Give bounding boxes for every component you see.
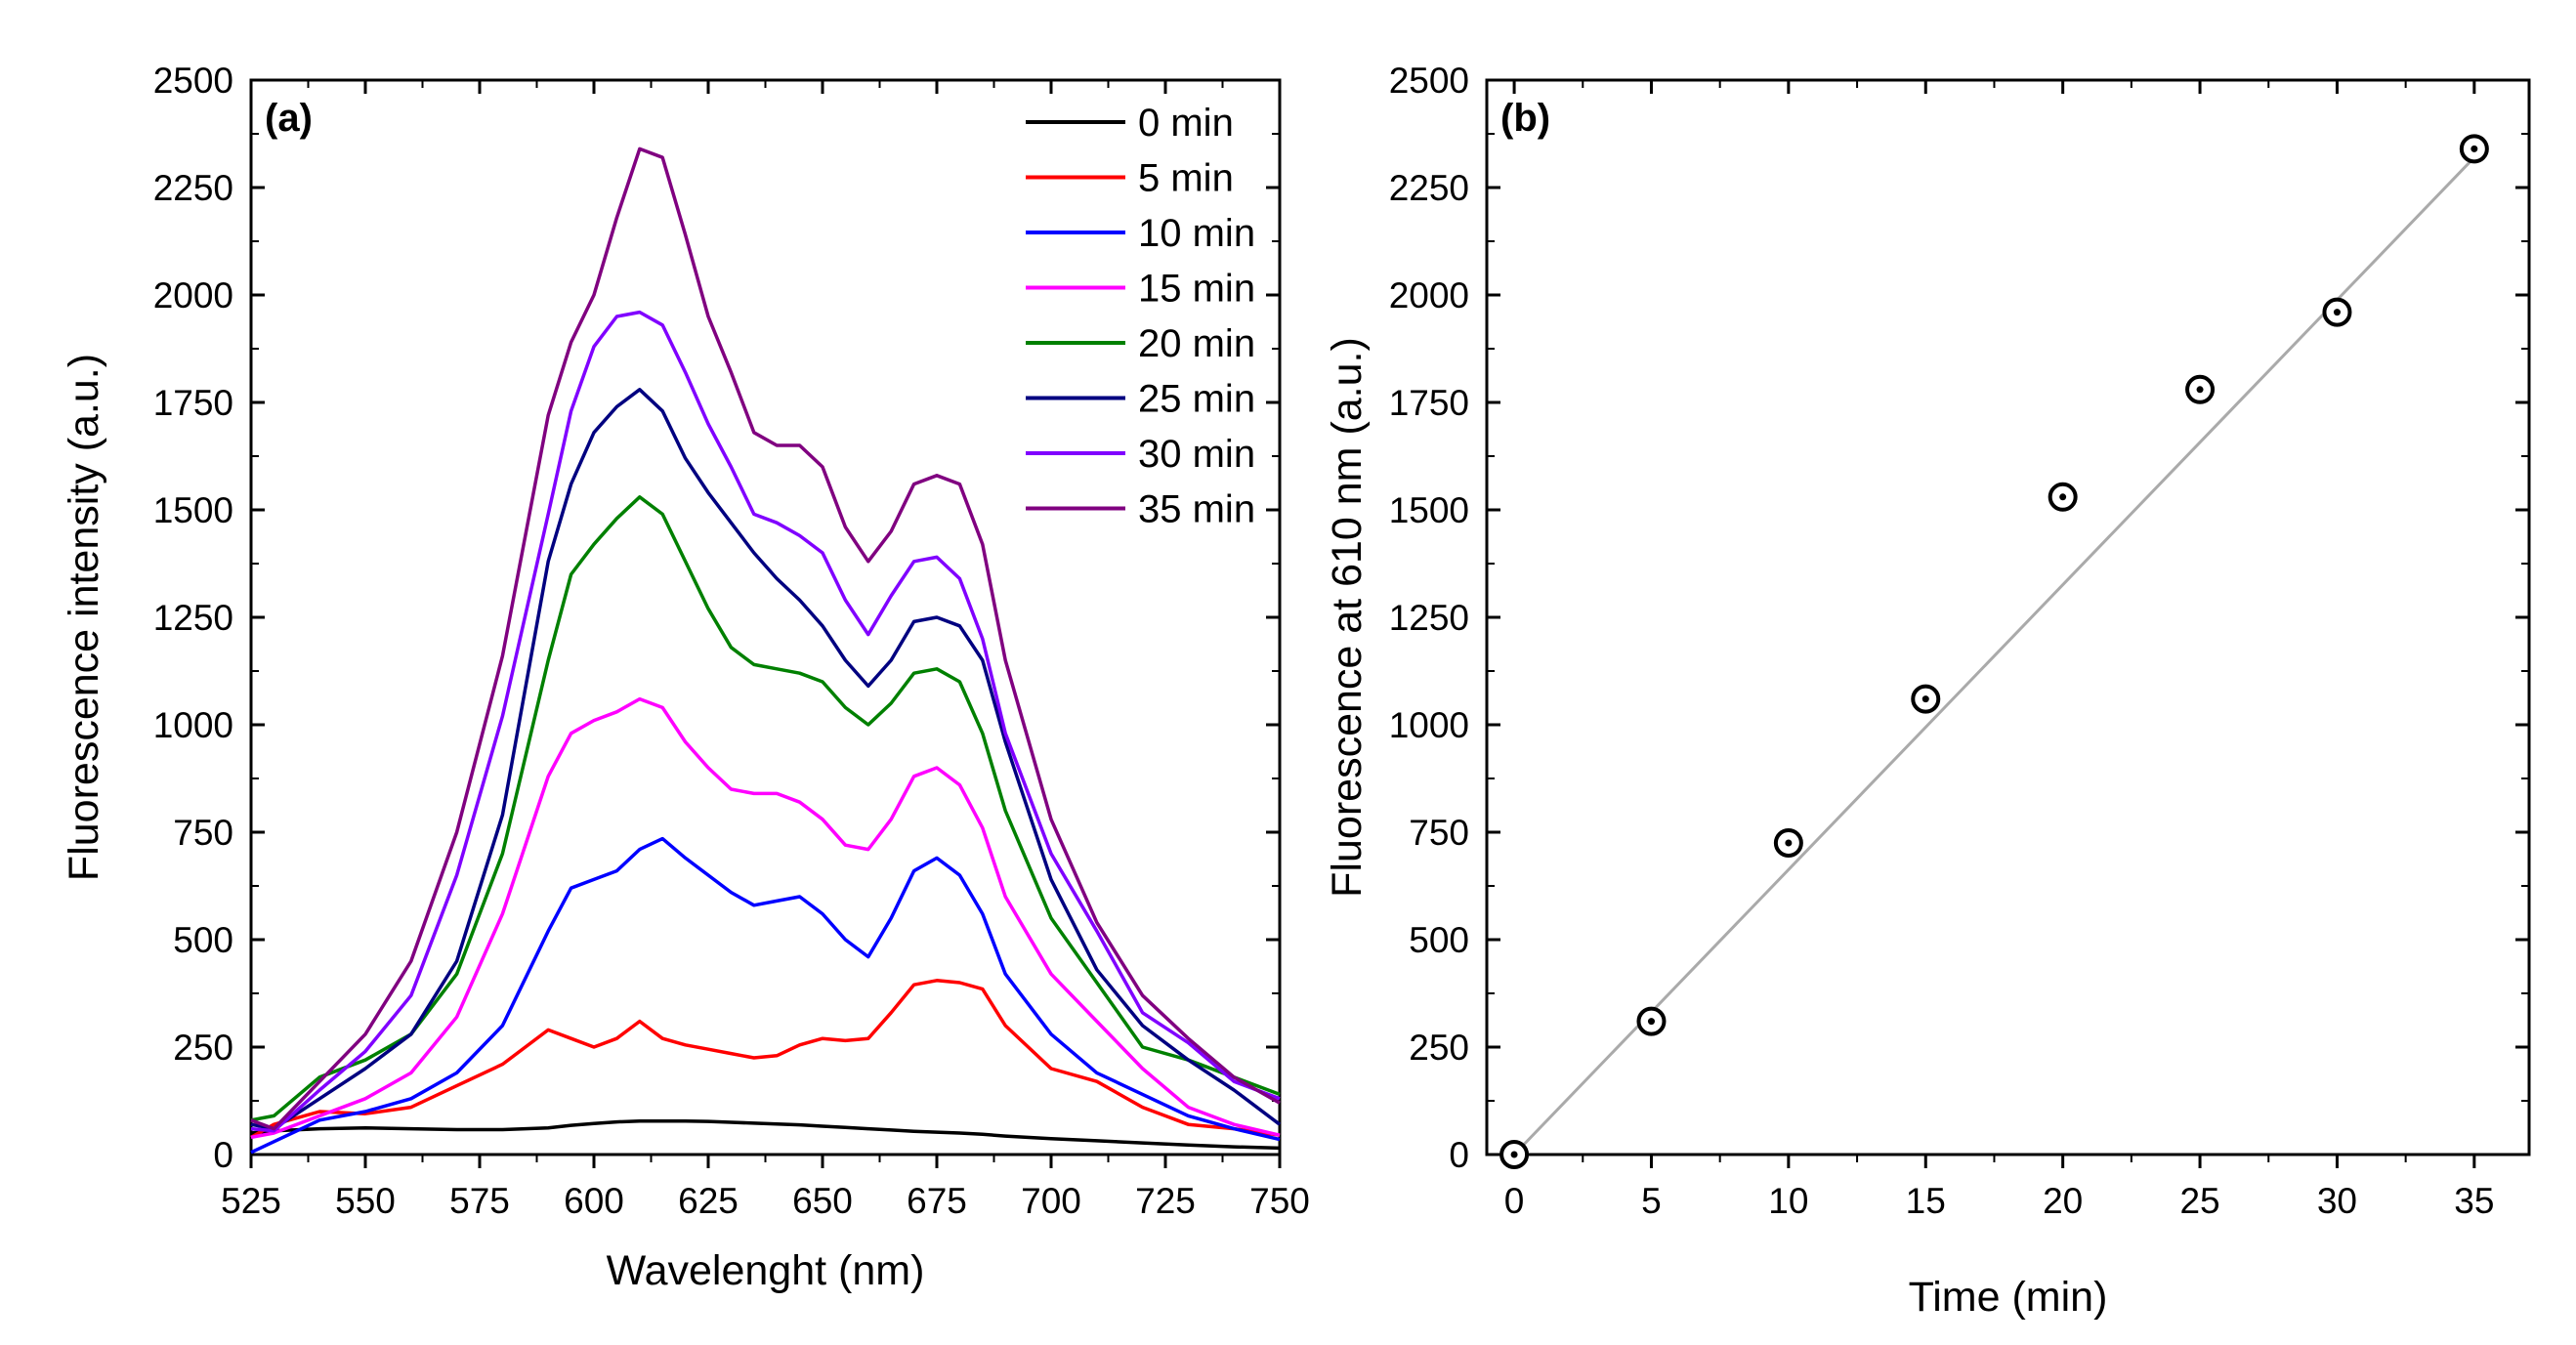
y-tick-label: 1500 xyxy=(153,490,233,530)
x-tick-label: 675 xyxy=(907,1181,967,1221)
data-point-dot xyxy=(1921,695,1929,703)
series-line-35-min xyxy=(250,147,1281,1131)
x-tick-label: 0 xyxy=(1504,1181,1525,1221)
data-point xyxy=(1911,684,1941,714)
legend-label: 35 min xyxy=(1138,488,1255,531)
y-tick-label: 1500 xyxy=(1389,490,1469,530)
x-tick-label: 525 xyxy=(221,1181,281,1221)
data-point-dot xyxy=(2470,145,2478,152)
y-tick-label: 2500 xyxy=(1389,61,1469,101)
x-tick-label: 700 xyxy=(1021,1181,1081,1221)
y-tick-label: 1250 xyxy=(153,598,233,638)
x-tick-label: 650 xyxy=(792,1181,853,1221)
x-tick-label: 20 xyxy=(2043,1181,2083,1221)
series-line-10-min xyxy=(250,836,1281,1155)
x-tick-label: 25 xyxy=(2179,1181,2219,1221)
legend-label: 15 min xyxy=(1138,268,1255,311)
data-point-dot xyxy=(2333,309,2341,316)
y-axis-title: Fluorescence intensity (a.u.) xyxy=(61,354,107,881)
series-line-0-min xyxy=(250,1118,1281,1151)
x-tick-label: 575 xyxy=(449,1181,510,1221)
data-point xyxy=(2185,374,2216,404)
x-tick-label: 625 xyxy=(678,1181,739,1221)
data-point xyxy=(2322,297,2352,327)
x-axis-title: Wavelenght (nm) xyxy=(607,1247,925,1294)
data-point xyxy=(2048,482,2078,512)
y-tick-label: 0 xyxy=(213,1135,233,1175)
plot-frame xyxy=(249,78,1282,1156)
legend-label: 0 min xyxy=(1138,102,1234,145)
legend-label: 20 min xyxy=(1138,322,1255,365)
legend-label: 5 min xyxy=(1138,157,1234,200)
x-tick-label: 600 xyxy=(564,1181,624,1221)
y-tick-label: 1000 xyxy=(153,705,233,745)
y-tick-label: 750 xyxy=(1409,813,1469,853)
x-tick-label: 30 xyxy=(2317,1181,2357,1221)
data-point xyxy=(1773,828,1803,858)
y-tick-label: 1250 xyxy=(1389,598,1469,638)
data-point-dot xyxy=(1510,1151,1518,1158)
y-tick-label: 2000 xyxy=(1389,275,1469,315)
legend-label: 30 min xyxy=(1138,433,1255,476)
x-tick-label: 725 xyxy=(1135,1181,1196,1221)
series-line-25-min xyxy=(250,388,1282,1131)
legend-label: 10 min xyxy=(1138,212,1255,255)
y-tick-label: 2250 xyxy=(153,168,233,208)
data-point xyxy=(1636,1006,1667,1036)
y-axis-title: Fluorescence at 610 nm (a.u.) xyxy=(1324,337,1371,898)
x-axis-title: Time (min) xyxy=(1909,1274,2108,1321)
y-tick-label: 0 xyxy=(1449,1135,1469,1175)
legend-label: 25 min xyxy=(1138,378,1255,421)
y-tick-label: 500 xyxy=(173,920,233,960)
series-line-20-min xyxy=(250,495,1281,1122)
x-tick-label: 550 xyxy=(335,1181,396,1221)
data-point-dot xyxy=(2059,493,2067,501)
x-tick-label: 35 xyxy=(2454,1181,2494,1221)
y-tick-label: 1000 xyxy=(1389,705,1469,745)
panel-a: 0 250 500 750 1000 1250 1500 1750 2000 2250 2500 52… xyxy=(61,61,1310,1294)
series-line-15-min xyxy=(250,696,1281,1140)
y-tick-label: 2500 xyxy=(153,61,233,101)
y-tick-label: 750 xyxy=(173,813,233,853)
x-tick-label: 5 xyxy=(1641,1181,1662,1221)
data-point xyxy=(1499,1140,1530,1169)
panel-b: 0 250 500 750 1000 1250 1500 1750 2000 2250 2500 0 5… xyxy=(1324,61,2531,1321)
data-point-dot xyxy=(2196,386,2204,394)
series-line-30-min xyxy=(250,310,1281,1133)
x-tick-label: 10 xyxy=(1768,1181,1808,1221)
plot-frame xyxy=(1485,78,2531,1156)
y-tick-label: 500 xyxy=(1409,920,1469,960)
panel-label: (a) xyxy=(265,97,313,140)
y-tick-label: 250 xyxy=(1409,1028,1469,1068)
data-point xyxy=(2459,134,2489,164)
panel-label: (b) xyxy=(1500,97,1550,140)
y-tick-label: 2000 xyxy=(153,275,233,315)
y-tick-label: 1750 xyxy=(153,383,233,423)
data-point-dot xyxy=(1647,1018,1655,1026)
y-tick-label: 2250 xyxy=(1389,168,1469,208)
y-tick-label: 250 xyxy=(173,1028,233,1068)
series-line-5-min xyxy=(250,979,1281,1139)
data-point-dot xyxy=(1785,839,1793,847)
x-tick-label: 750 xyxy=(1249,1181,1310,1221)
y-tick-label: 1750 xyxy=(1389,383,1469,423)
fit-line xyxy=(1512,156,2475,1156)
x-tick-label: 15 xyxy=(1906,1181,1946,1221)
